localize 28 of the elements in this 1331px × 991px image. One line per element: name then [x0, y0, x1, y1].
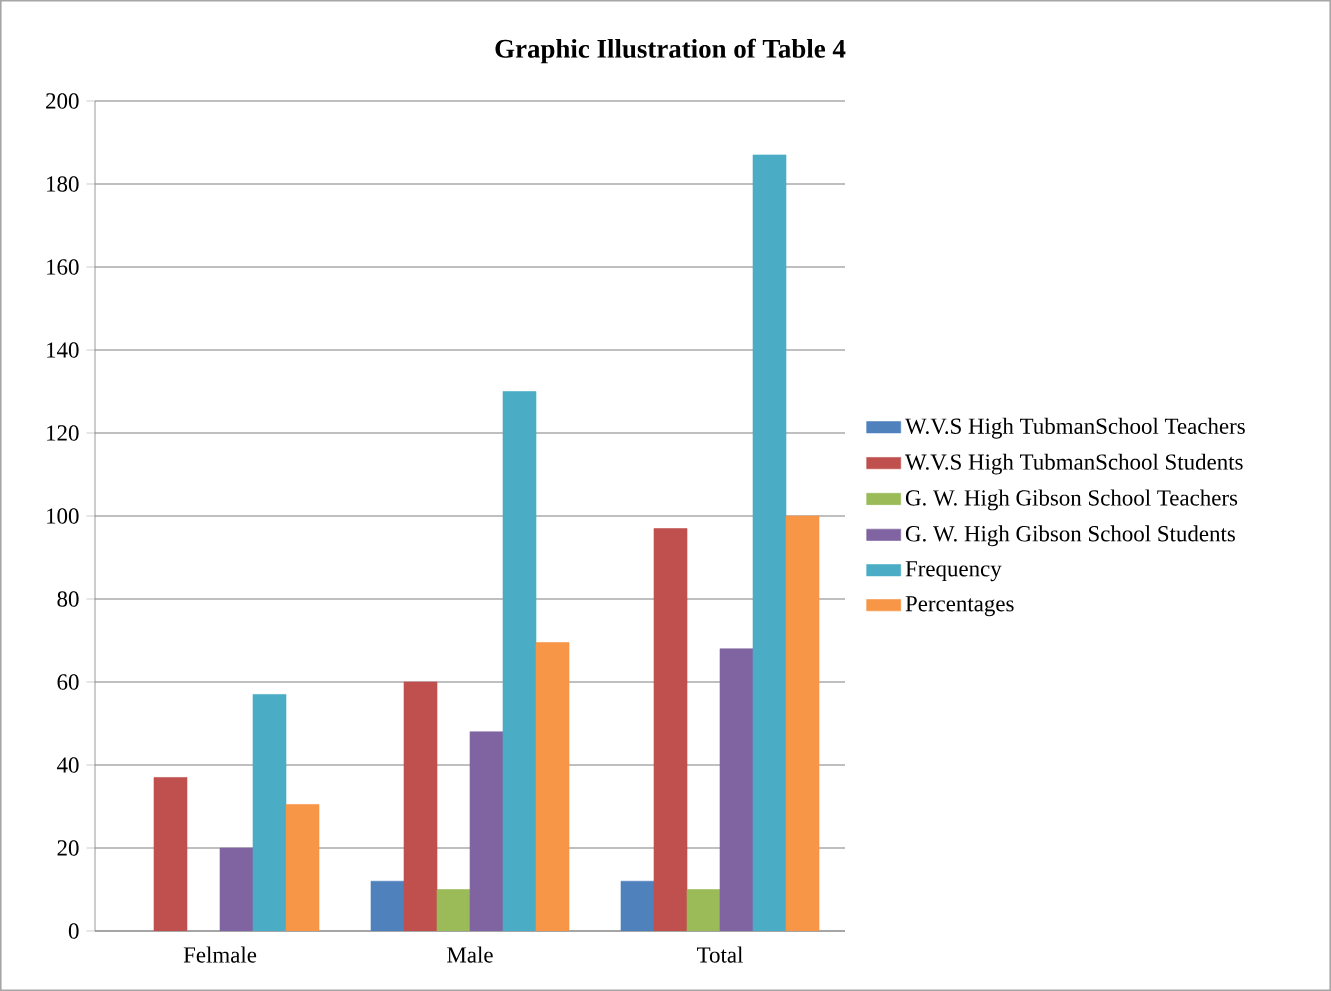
x-tick-label: Male	[447, 946, 493, 963]
chart-title: Graphic Illustration of Table 4	[495, 38, 846, 64]
x-tick-label: Felmale	[183, 946, 257, 963]
legend-label: G. W. High Gibson School Teachers	[905, 489, 1238, 511]
y-tick-label: 100	[47, 508, 79, 524]
y-tick-label: 60	[57, 674, 79, 690]
bar	[686, 889, 721, 931]
bar	[502, 391, 537, 931]
y-tick-label: 40	[56, 757, 79, 773]
bar	[252, 694, 287, 931]
x-tick-label: Total	[697, 946, 743, 963]
bar	[370, 880, 405, 931]
y-tick-label: 200	[46, 93, 79, 109]
bar	[436, 889, 471, 931]
legend-label: Percentages	[905, 596, 1014, 617]
y-tick-label: 20	[57, 840, 79, 856]
legend-label: W.V.S High TubmanSchool Teachers	[905, 417, 1245, 439]
y-tick-label: 160	[47, 259, 79, 275]
bar	[620, 880, 655, 931]
legend-label: G. W. High Gibson School Students	[905, 525, 1235, 547]
y-tick-label: 140	[47, 342, 79, 358]
y-tick-label: 0	[68, 923, 79, 939]
legend-label: W.V.S High TubmanSchool Students	[905, 453, 1243, 475]
y-tick-label: 120	[47, 425, 79, 441]
bar	[752, 154, 787, 931]
y-tick-label: 80	[57, 591, 79, 607]
y-tick-label: 180	[47, 176, 79, 192]
legend-label: Frequency	[905, 561, 1002, 582]
